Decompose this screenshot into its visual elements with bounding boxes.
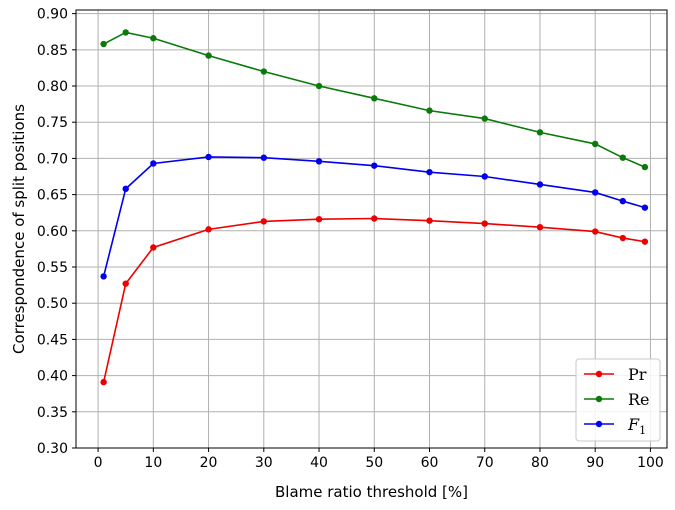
data-point [641, 204, 649, 211]
y-tick-label: 0.35 [37, 405, 68, 421]
x-axis-ticks: 0 10 20 30 40 50 60 70 80 90 100 [94, 448, 664, 471]
data-point [260, 218, 267, 225]
x-tick-label: 20 [200, 455, 218, 471]
x-tick-label: 50 [365, 455, 383, 471]
y-tick-label: 0.50 [37, 296, 68, 312]
data-point [205, 226, 212, 233]
data-point [371, 215, 378, 222]
data-point [315, 158, 323, 165]
legend-marker [595, 420, 603, 428]
legend-label: Re [628, 390, 650, 409]
series-pr [100, 215, 649, 386]
plot-frame [75, 9, 668, 449]
legend-item: Re [584, 390, 650, 409]
data-point [100, 378, 107, 386]
data-point [591, 189, 599, 196]
legend-label: F1 [627, 415, 646, 437]
y-tick-label: 0.70 [37, 151, 68, 167]
data-point [371, 95, 378, 102]
data-point [150, 160, 157, 167]
x-axis-label: Blame ratio threshold [%] [275, 483, 468, 501]
data-point [536, 129, 544, 136]
x-tick-label: 10 [144, 455, 162, 471]
y-tick-label: 0.65 [37, 188, 68, 204]
data-point [150, 244, 157, 251]
data-point [205, 153, 212, 161]
y-tick-label: 0.55 [37, 260, 68, 276]
data-point [122, 29, 129, 36]
data-point [426, 217, 433, 224]
data-point [481, 115, 488, 122]
data-point [536, 223, 544, 231]
data-point [426, 168, 433, 176]
y-axis-ticks: 0.30 0.35 0.40 0.45 0.50 0.55 0.60 0.65 0.70 0.75… [37, 7, 76, 457]
data-point [205, 52, 212, 59]
data-point [122, 280, 129, 287]
data-point [100, 40, 107, 48]
data-point [481, 173, 488, 180]
legend-item: F1 [584, 415, 646, 437]
data-point [619, 197, 627, 205]
legend-box [575, 358, 661, 442]
data-point [122, 185, 129, 193]
series-group [100, 29, 649, 386]
x-tick-label: 40 [310, 455, 328, 471]
data-point [536, 181, 544, 188]
data-point [641, 238, 649, 245]
y-tick-label: 0.75 [37, 115, 68, 131]
y-axis-label: Correspondence of split positions [10, 104, 28, 354]
y-tick-label: 0.40 [37, 369, 68, 385]
series-re [100, 29, 649, 171]
series-f1 [100, 153, 649, 280]
legend-label: Pr [628, 365, 647, 384]
data-point [371, 162, 378, 169]
x-tick-label: 60 [421, 455, 439, 471]
data-point [619, 234, 627, 242]
x-tick-label: 30 [255, 455, 273, 471]
data-point [150, 35, 157, 42]
x-tick-label: 90 [586, 455, 604, 471]
x-tick-label: 70 [476, 455, 494, 471]
x-tick-label: 80 [531, 455, 549, 471]
y-tick-label: 0.30 [37, 441, 68, 457]
legend-item: Pr [584, 365, 647, 384]
data-point [100, 273, 107, 280]
data-point [260, 154, 267, 161]
x-tick-label: 100 [637, 455, 664, 471]
y-tick-label: 0.85 [37, 43, 68, 59]
data-point [481, 220, 488, 227]
y-tick-label: 0.45 [37, 332, 68, 348]
data-point [315, 82, 323, 90]
data-point [591, 140, 599, 148]
y-tick-label: 0.80 [37, 79, 68, 95]
data-point [591, 228, 599, 235]
x-tick-label: 0 [94, 455, 103, 471]
data-point [641, 163, 649, 171]
y-tick-label: 0.90 [37, 7, 68, 23]
legend-marker [595, 395, 603, 403]
y-tick-label: 0.60 [37, 224, 68, 240]
data-point [260, 68, 267, 75]
data-point [619, 154, 627, 161]
data-point [426, 107, 433, 114]
data-point [315, 216, 323, 223]
legend: Pr Re F1 [575, 358, 661, 442]
legend-marker [595, 370, 603, 378]
